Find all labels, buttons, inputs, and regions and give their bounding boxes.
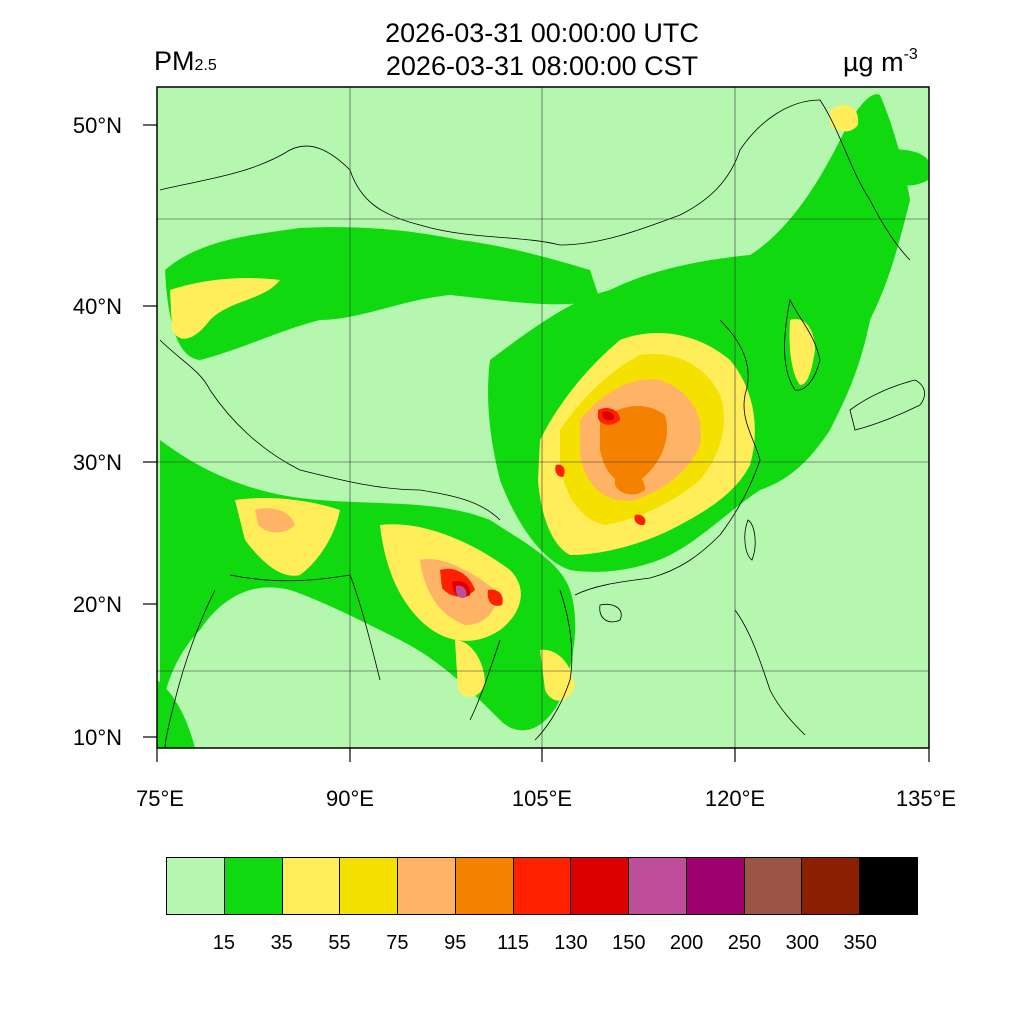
field-yellow-manchuria (830, 105, 859, 132)
philippines-outline (734, 609, 806, 736)
field-red-hotspot-3 (487, 589, 503, 606)
title-local-time: 2026-03-31 08:00:00 CST (385, 51, 699, 81)
map-frame (156, 86, 930, 749)
field-yellow-korea (789, 319, 815, 385)
colorbar-tick-label: 300 (785, 932, 819, 954)
lat-label-40n: 40°N (73, 294, 122, 319)
japan-coastline (849, 379, 925, 431)
colorbar-tick-label: 95 (444, 932, 467, 954)
east-coastline (574, 319, 761, 596)
colorbar-swatch (455, 858, 514, 914)
lat-label-10n: 10°N (73, 725, 122, 750)
colorbar-swatch (224, 858, 283, 914)
lon-label-135e: 135°E (896, 786, 956, 811)
field-red-hotspot-5 (634, 514, 646, 526)
colorbar-tick-label: 55 (328, 932, 351, 954)
colorbar-swatch (571, 858, 630, 914)
colorbar-tick-label: 35 (270, 932, 293, 954)
korea-coastline (784, 298, 821, 391)
field-orange-east-south (615, 468, 645, 495)
variable-name: PM (154, 46, 195, 76)
field-green-northeast (880, 149, 928, 186)
title-utc-time: 2026-03-31 00:00:00 UTC (385, 18, 699, 48)
china-border-west (159, 339, 501, 521)
unit-superscript: -3 (903, 46, 918, 63)
colorbar-swatch (340, 858, 399, 914)
field-orange-east (600, 405, 668, 484)
lat-label-20n: 20°N (73, 592, 122, 617)
field-darkred-hotspot-1 (602, 411, 615, 421)
colorbar-tick-label: 115 (497, 932, 530, 954)
colorbar-swatch (513, 858, 572, 914)
unit-label: µg m-3 (843, 46, 918, 78)
colorbar-tick-label: 75 (386, 932, 409, 954)
lon-label-90e: 90°E (326, 786, 374, 811)
colorbar-swatch (398, 858, 456, 914)
colorbar-tick-label: 15 (212, 932, 235, 954)
colorbar-swatch (744, 858, 803, 914)
colorbar (166, 857, 918, 915)
colorbar-swatch (282, 858, 341, 914)
lon-label-75e: 75°E (136, 786, 184, 811)
axis-ticks (143, 124, 930, 762)
colorbar-tick-label: 200 (669, 932, 704, 954)
lon-label-105e: 105°E (512, 786, 572, 811)
field-yellow-west (170, 278, 280, 339)
lat-label-50n: 50°N (73, 113, 122, 138)
field-lightorange-tibet (255, 508, 295, 533)
unit-text: µg m (843, 47, 904, 77)
indochina-coastline (469, 589, 573, 741)
map-boundaries (159, 99, 925, 748)
colorbar-labels: 15 35 55 75 95 115 130 150 200 250 300 350 (166, 932, 918, 958)
colorbar-tick-label: 130 (554, 932, 588, 954)
field-magenta-hotspot (455, 585, 467, 598)
map-gridlines (157, 87, 929, 748)
colorbar-tick-label: 250 (727, 932, 762, 954)
colorbar-tick-label: 150 (612, 932, 646, 954)
lon-label-120e: 120°E (705, 786, 765, 811)
taiwan-outline (744, 519, 756, 561)
colorbar-swatch (686, 858, 745, 914)
lat-label-30n: 30°N (73, 450, 122, 475)
variable-label: PM2.5 (154, 46, 217, 77)
field-yellow-thailand (455, 640, 485, 697)
field-red-hotspot-4 (555, 464, 565, 477)
field-green-india-coast (157, 680, 195, 748)
colorbar-swatch (802, 858, 861, 914)
colorbar-swatch (629, 858, 687, 914)
field-green-west (165, 227, 600, 360)
colorbar-swatch (860, 858, 917, 914)
colorbar-tick-label: 350 (843, 932, 877, 954)
field-yellow-vietnam (540, 649, 575, 701)
variable-subscript: 2.5 (194, 57, 217, 74)
colorbar-swatch (167, 858, 225, 914)
pollution-fields (157, 94, 928, 748)
china-border-north (159, 99, 911, 261)
hainan-outline (599, 603, 622, 623)
